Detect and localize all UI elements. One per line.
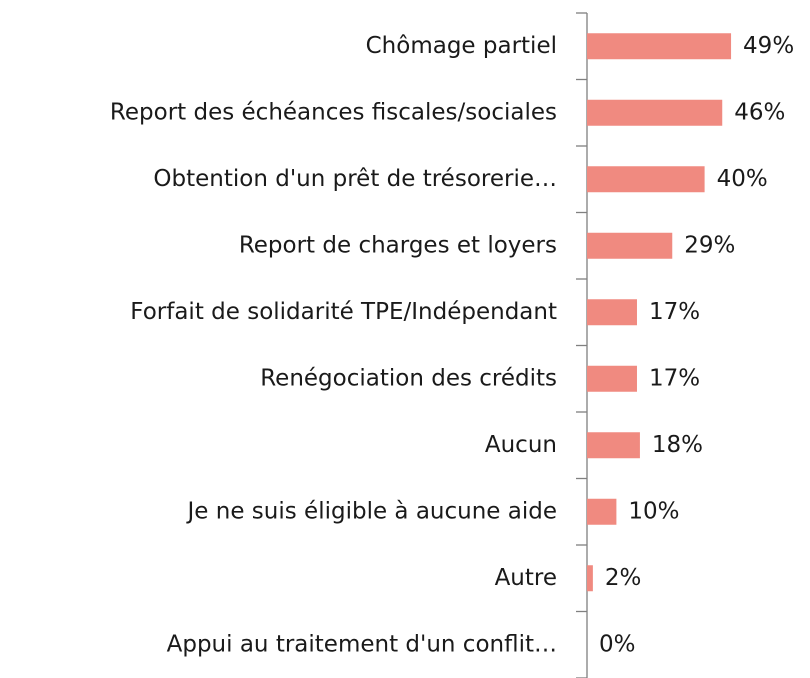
category-label: Appui au traitement d'un conflit…	[167, 631, 557, 657]
category-label: Report des échéances fiscales/sociales	[110, 99, 557, 125]
bar	[587, 232, 673, 259]
value-label: 40%	[717, 166, 768, 192]
value-label: 46%	[734, 99, 785, 125]
bar	[587, 166, 705, 193]
category-label: Forfait de solidarité TPE/Indépendant	[130, 299, 557, 325]
category-label: Renégociation des crédits	[260, 365, 557, 391]
category-label: Obtention d'un prêt de trésorerie…	[153, 166, 557, 192]
category-label: Chômage partiel	[366, 33, 557, 59]
value-label: 0%	[599, 631, 636, 657]
bar	[587, 99, 723, 126]
category-label: Aucun	[485, 432, 557, 458]
bar	[587, 33, 732, 60]
value-label: 49%	[743, 33, 794, 59]
value-label: 29%	[684, 232, 735, 258]
bar	[587, 565, 593, 592]
category-label: Je ne suis éligible à aucune aide	[186, 498, 557, 524]
value-label: 17%	[649, 365, 700, 391]
bar	[587, 498, 617, 525]
value-label: 17%	[649, 299, 700, 325]
bar	[587, 365, 637, 392]
bar	[587, 432, 640, 459]
value-label: 18%	[652, 432, 703, 458]
category-label: Report de charges et loyers	[239, 232, 557, 258]
value-label: 10%	[628, 498, 679, 524]
value-label: 2%	[605, 565, 642, 591]
bar	[587, 299, 637, 326]
category-label: Autre	[495, 565, 557, 591]
